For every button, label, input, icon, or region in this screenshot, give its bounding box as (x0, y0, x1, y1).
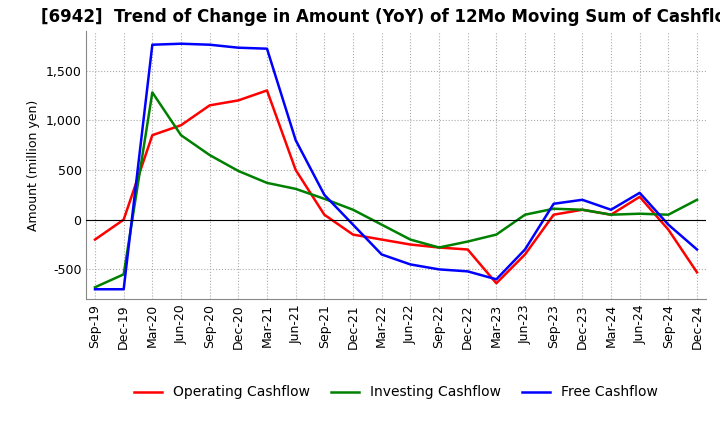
Investing Cashflow (348, 207, 357, 213)
Operating Cashflow (693, 270, 701, 275)
Free Cashflow (377, 252, 386, 257)
Investing Cashflow (578, 207, 587, 213)
Operating Cashflow (435, 245, 444, 250)
Investing Cashflow (234, 169, 243, 174)
Line: Investing Cashflow: Investing Cashflow (95, 92, 697, 287)
Investing Cashflow (263, 180, 271, 186)
Operating Cashflow (148, 132, 157, 138)
Operating Cashflow (263, 88, 271, 93)
Investing Cashflow (292, 186, 300, 191)
Free Cashflow (664, 222, 672, 227)
Operating Cashflow (176, 123, 185, 128)
Investing Cashflow (693, 197, 701, 202)
Investing Cashflow (521, 212, 529, 217)
Investing Cashflow (607, 212, 616, 217)
Operating Cashflow (120, 217, 128, 222)
Line: Operating Cashflow: Operating Cashflow (95, 91, 697, 283)
Investing Cashflow (377, 222, 386, 227)
Investing Cashflow (406, 237, 415, 242)
Operating Cashflow (607, 212, 616, 217)
Investing Cashflow (205, 152, 214, 158)
Investing Cashflow (320, 196, 328, 202)
Free Cashflow (320, 192, 328, 198)
Investing Cashflow (664, 212, 672, 217)
Operating Cashflow (549, 212, 558, 217)
Legend: Operating Cashflow, Investing Cashflow, Free Cashflow: Operating Cashflow, Investing Cashflow, … (129, 380, 663, 405)
Free Cashflow (464, 269, 472, 274)
Operating Cashflow (406, 242, 415, 247)
Investing Cashflow (120, 272, 128, 277)
Y-axis label: Amount (million yen): Amount (million yen) (27, 99, 40, 231)
Free Cashflow (205, 42, 214, 48)
Free Cashflow (607, 207, 616, 213)
Operating Cashflow (492, 281, 500, 286)
Free Cashflow (292, 138, 300, 143)
Free Cashflow (521, 247, 529, 252)
Operating Cashflow (464, 247, 472, 252)
Investing Cashflow (176, 132, 185, 138)
Free Cashflow (148, 42, 157, 48)
Free Cashflow (91, 286, 99, 292)
Free Cashflow (263, 46, 271, 51)
Operating Cashflow (521, 252, 529, 257)
Free Cashflow (348, 222, 357, 227)
Operating Cashflow (635, 194, 644, 199)
Investing Cashflow (91, 285, 99, 290)
Free Cashflow (492, 277, 500, 282)
Operating Cashflow (205, 103, 214, 108)
Investing Cashflow (492, 232, 500, 237)
Operating Cashflow (292, 167, 300, 172)
Operating Cashflow (320, 212, 328, 217)
Free Cashflow (120, 286, 128, 292)
Operating Cashflow (377, 237, 386, 242)
Operating Cashflow (578, 207, 587, 213)
Operating Cashflow (234, 98, 243, 103)
Operating Cashflow (664, 227, 672, 232)
Investing Cashflow (549, 206, 558, 211)
Investing Cashflow (635, 211, 644, 216)
Investing Cashflow (464, 239, 472, 244)
Free Cashflow (549, 201, 558, 206)
Operating Cashflow (91, 237, 99, 242)
Free Cashflow (635, 190, 644, 195)
Investing Cashflow (435, 245, 444, 250)
Free Cashflow (693, 247, 701, 252)
Line: Free Cashflow: Free Cashflow (95, 44, 697, 289)
Title: [6942]  Trend of Change in Amount (YoY) of 12Mo Moving Sum of Cashflows: [6942] Trend of Change in Amount (YoY) o… (41, 8, 720, 26)
Free Cashflow (234, 45, 243, 50)
Operating Cashflow (348, 232, 357, 237)
Investing Cashflow (148, 90, 157, 95)
Free Cashflow (435, 267, 444, 272)
Free Cashflow (176, 41, 185, 46)
Free Cashflow (578, 197, 587, 202)
Free Cashflow (406, 262, 415, 267)
